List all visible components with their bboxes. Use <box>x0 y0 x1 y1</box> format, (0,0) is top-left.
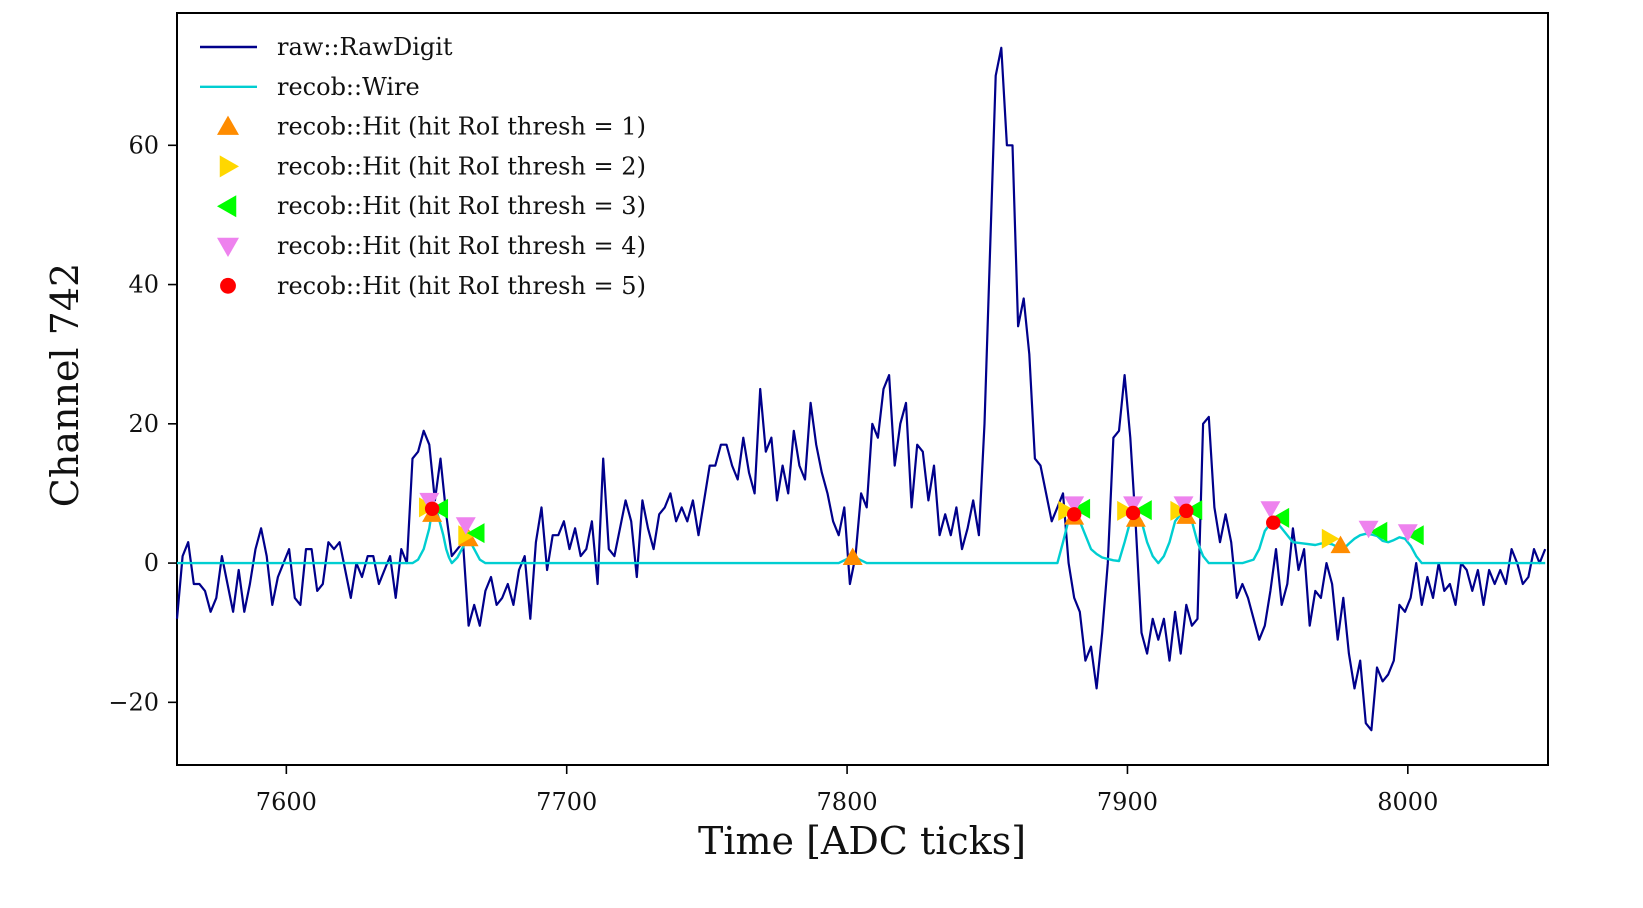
hit-marker-s5-0 <box>419 492 440 511</box>
x-tick-label: 7600 <box>256 788 317 816</box>
y-tick-label: 0 <box>144 549 159 577</box>
legend-label-2: recob::Hit (hit RoI thresh = 1) <box>277 113 646 141</box>
hit-marker-s2-6 <box>1330 535 1351 554</box>
hit-marker-s3-3 <box>1117 500 1135 521</box>
hit-marker-s6-4 <box>1266 515 1281 530</box>
x-tick-label: 7900 <box>1097 788 1158 816</box>
hit-marker-s4-2 <box>1072 498 1091 519</box>
legend-swatch-5 <box>217 237 239 257</box>
legend-swatch-4 <box>217 195 237 218</box>
legend-label-6: recob::Hit (hit RoI thresh = 5) <box>277 272 646 300</box>
x-tick-label: 7700 <box>536 788 597 816</box>
hit-marker-s3-5 <box>1321 528 1340 549</box>
series-line-0 <box>175 46 1547 732</box>
hit-marker-s5-6 <box>1358 520 1379 539</box>
y-tick-label: 40 <box>128 271 159 299</box>
hit-marker-s4-7 <box>1406 525 1424 546</box>
hit-marker-s4-3 <box>1134 500 1152 521</box>
hit-marker-s3-2 <box>1058 500 1076 521</box>
y-tick-label: 20 <box>128 410 159 438</box>
hit-marker-s5-7 <box>1397 524 1418 542</box>
legend-swatch-6 <box>220 277 236 294</box>
series-line-1 <box>177 509 1546 565</box>
legend-label-5: recob::Hit (hit RoI thresh = 4) <box>277 232 646 260</box>
legend-swatch-2 <box>217 115 239 135</box>
hit-marker-s6-1 <box>1066 507 1082 522</box>
hit-marker-s2-2 <box>842 547 863 566</box>
hit-marker-s6-0 <box>424 501 440 516</box>
x-axis-title: Time [ADC ticks] <box>698 819 1026 863</box>
legend-label-1: recob::Wire <box>277 73 420 101</box>
x-tick-label: 8000 <box>1377 788 1438 816</box>
hit-marker-s5-3 <box>1123 496 1144 514</box>
legend-swatch-3 <box>219 155 239 178</box>
x-tick-label: 7800 <box>817 788 878 816</box>
legend-label-3: recob::Hit (hit RoI thresh = 2) <box>277 152 646 180</box>
legend-label-4: recob::Hit (hit RoI thresh = 3) <box>277 192 646 220</box>
legend-label-0: raw::RawDigit <box>277 33 453 61</box>
hit-marker-s4-6 <box>1369 521 1388 542</box>
hit-marker-s5-1 <box>455 517 476 535</box>
hit-marker-s4-1 <box>466 523 485 544</box>
series-layer <box>175 46 1547 732</box>
hit-marker-s4-5 <box>1271 507 1290 528</box>
tick-layer: 7600 7700 7800 7900 8000 −20 0 20 40 60 <box>108 131 1438 816</box>
hit-marker-s6-2 <box>1125 505 1141 521</box>
y-tick-label: 60 <box>128 131 159 159</box>
hit-marker-s5-2 <box>1064 496 1085 514</box>
y-tick-label: −20 <box>108 688 159 716</box>
hit-marker-s5-5 <box>1260 501 1281 519</box>
plot-frame <box>176 12 1549 766</box>
hit-marker-s3-1 <box>458 525 476 546</box>
hit-marker-s6-3 <box>1179 503 1194 519</box>
y-axis-title: Channel 742 <box>43 263 87 507</box>
